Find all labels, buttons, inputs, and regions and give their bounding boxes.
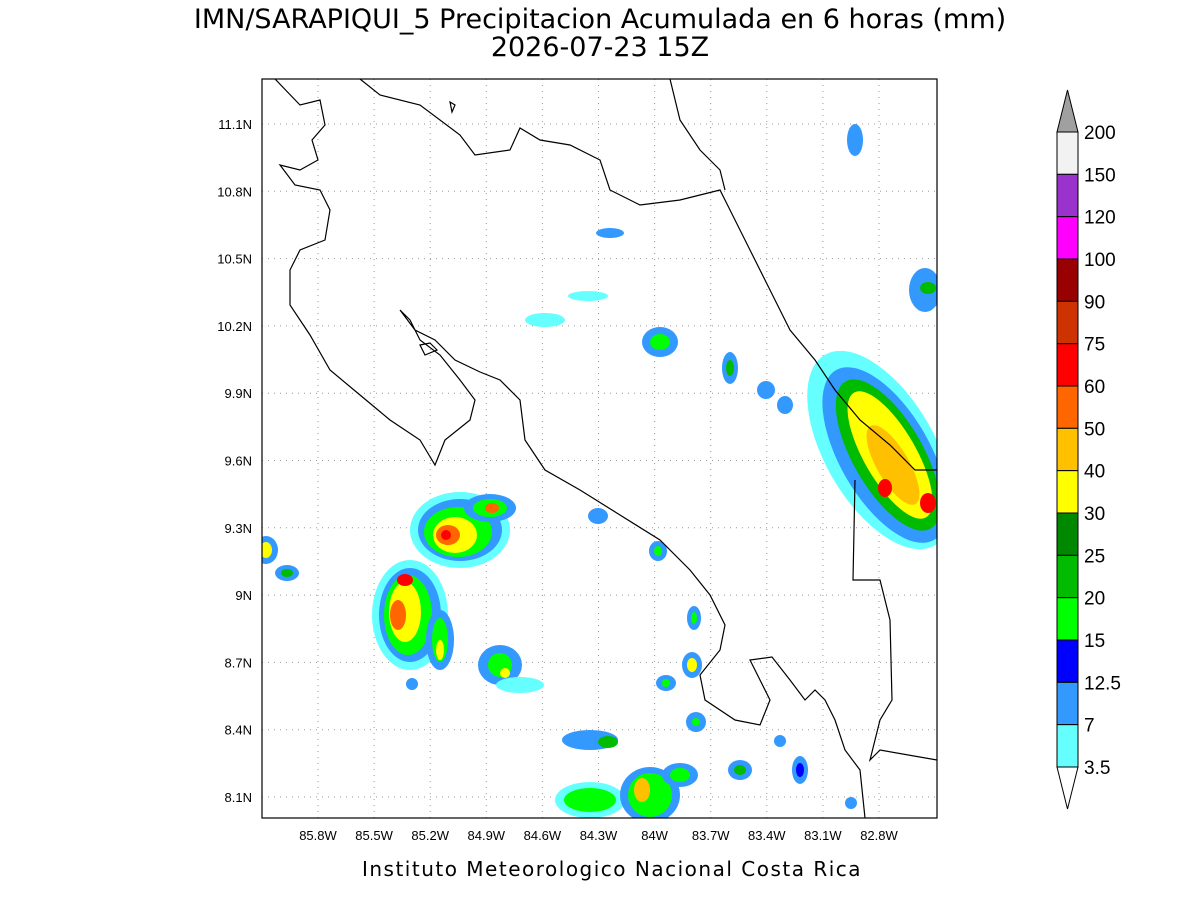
map-title: IMN/SARAPIQUI_5 Precipitacion Acumulada …: [194, 4, 1006, 35]
lat-label: 9N: [235, 588, 252, 603]
coastlines: [274, 79, 937, 818]
lon-label: 85.5W: [355, 828, 393, 843]
colorbar-segment: [1056, 173, 1079, 218]
colorbar-label: 40: [1084, 462, 1105, 483]
colorbar-segment: [1056, 470, 1079, 514]
lat-label: 8.4N: [225, 723, 252, 738]
lat-label: 8.1N: [225, 790, 252, 805]
lon-label: 85.8W: [299, 828, 337, 843]
lon-labels: 85.8W 85.5W 85.2W 84.9W 84.6W 84.3W 84W 83.7W 83…: [299, 828, 898, 843]
lat-label: 10.8N: [217, 184, 252, 199]
colorbar-label: 150: [1084, 165, 1116, 186]
colorbar-label: 3.5: [1084, 758, 1110, 779]
colorbar-segment: [1056, 681, 1079, 726]
precipitation-field: [262, 124, 937, 818]
colorbar-label: 60: [1084, 377, 1105, 398]
lon-label: 84W: [641, 828, 668, 843]
lon-label: 84.3W: [580, 828, 618, 843]
colorbar-segment: [1056, 300, 1079, 345]
lat-label: 8.7N: [225, 655, 252, 670]
colorbar-segment: [1056, 597, 1079, 641]
colorbar-segment: [1056, 427, 1079, 472]
lat-label: 10.2N: [217, 319, 252, 334]
colorbar-segment: [1056, 724, 1079, 768]
colorbar-segment: [1056, 385, 1079, 429]
lat-label: 9.9N: [225, 386, 252, 401]
lat-labels: 11.1N 10.8N 10.5N 10.2N 9.9N 9.6N 9.3N 9N 8.7N 8.…: [217, 117, 252, 805]
colorbar-label: 75: [1084, 335, 1105, 356]
lon-label: 83.7W: [692, 828, 730, 843]
colorbar-segment: [1056, 512, 1079, 556]
lon-label: 83.4W: [748, 828, 786, 843]
colorbar-under: [1056, 766, 1079, 810]
lon-label: 84.6W: [524, 828, 562, 843]
colorbar-segment: [1056, 554, 1079, 599]
colorbar-label: 50: [1084, 419, 1105, 440]
map-subtitle: 2026-07-23 15Z: [491, 32, 709, 63]
lon-label: 83.1W: [804, 828, 842, 843]
rain-band: [807, 268, 937, 550]
lat-label: 9.6N: [225, 454, 252, 469]
colorbar-label: 15: [1084, 631, 1105, 652]
lat-label: 11.1N: [218, 117, 252, 132]
lon-label: 85.2W: [411, 828, 449, 843]
colorbar-label: 100: [1084, 250, 1116, 271]
colorbar-label: 25: [1084, 546, 1105, 567]
footer-credit: Instituto Meteorologico Nacional Costa R…: [362, 857, 862, 881]
rain-cell: [410, 492, 516, 568]
lon-label: 84.9W: [468, 828, 506, 843]
colorbar-label: 120: [1084, 208, 1116, 229]
colorbar-label: 90: [1084, 292, 1105, 313]
colorbar-label: 20: [1084, 589, 1105, 610]
lat-label: 10.5N: [217, 252, 252, 267]
colorbar-segment: [1056, 258, 1079, 302]
lon-label: 82.8W: [860, 828, 898, 843]
colorbar-label: 7: [1084, 716, 1095, 737]
lat-label: 9.3N: [225, 521, 252, 536]
map-frame: [261, 78, 938, 819]
colorbar-segment: [1056, 343, 1079, 387]
colorbar-label: 30: [1084, 504, 1105, 525]
colorbar-label: 12.5: [1084, 673, 1121, 694]
rain-cell: [372, 560, 454, 670]
colorbar-segment: [1056, 639, 1079, 683]
colorbar-label: 200: [1084, 123, 1116, 144]
colorbar: 200 150 120 100 90 75 60 50 40 30 25 20 15 12.5 7 3.5: [1056, 89, 1121, 810]
colorbar-segment: [1056, 216, 1079, 260]
colorbar-segment: [1056, 131, 1079, 175]
colorbar-over: [1056, 89, 1079, 133]
